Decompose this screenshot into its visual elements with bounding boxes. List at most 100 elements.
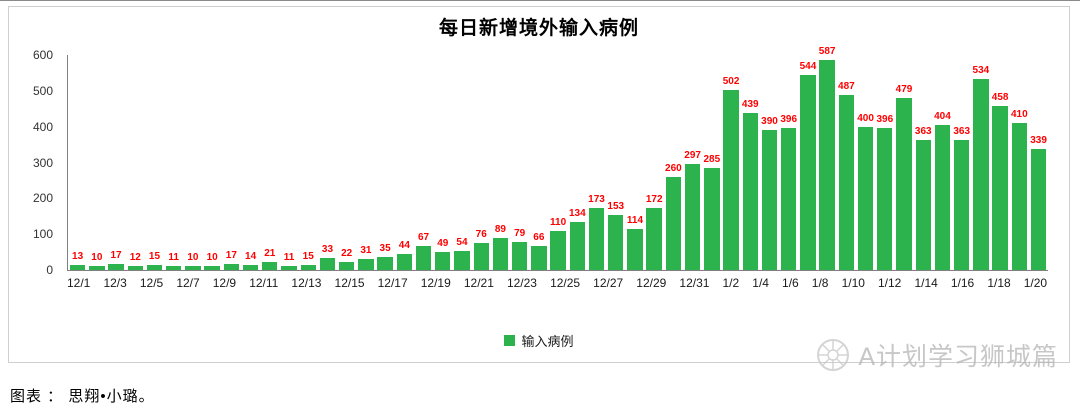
legend-label: 输入病例 (521, 334, 574, 349)
bar-slot: 297 (683, 55, 702, 270)
x-axis-label: 1/2 (722, 276, 740, 290)
x-axis-label (127, 277, 140, 289)
bar-slot: 22 (337, 55, 356, 270)
bar (531, 246, 547, 270)
bar-slot: 44 (395, 55, 414, 270)
bar (300, 265, 316, 270)
bar (511, 242, 528, 270)
bar (185, 266, 201, 270)
bar-value-label: 502 (722, 76, 740, 87)
x-axis-label (494, 277, 507, 289)
bar-value-label: 89 (494, 224, 506, 235)
bar (166, 266, 182, 270)
bar (435, 252, 451, 270)
y-axis-tick-label: 600 (32, 48, 53, 62)
x-axis-label (236, 277, 249, 289)
bar (704, 168, 720, 270)
chart-title: 每日新增境外输入病例 (438, 18, 639, 39)
bar-slot: 134 (568, 55, 587, 270)
bar-value-label: 396 (876, 114, 894, 125)
bar-slot: 153 (606, 55, 625, 270)
bar-slot: 10 (87, 55, 106, 270)
chart-credit: 图表 ： 思翔•小璐。 (10, 388, 155, 405)
x-axis-label: 1/8 (811, 276, 829, 290)
x-axis-label: 12/11 (249, 276, 279, 290)
bar (742, 113, 758, 270)
x-axis-label: 1/6 (782, 276, 799, 290)
bar-value-label: 439 (741, 99, 759, 110)
bar (569, 222, 585, 270)
bar (146, 265, 163, 270)
bar (204, 266, 220, 270)
bar (281, 266, 297, 270)
bar-value-label: 14 (245, 251, 257, 262)
bar-value-label: 17 (225, 250, 237, 261)
x-axis-label: 1/14 (914, 276, 938, 290)
x-axis-label (163, 277, 176, 289)
x-axis-label: 1/16 (950, 276, 975, 290)
y-axis-tick-label: 500 (32, 83, 53, 98)
bar-slot: 89 (491, 55, 510, 270)
bar-value-label: 54 (456, 237, 468, 248)
bar (69, 265, 86, 270)
x-axis-label: 1/20 (1023, 276, 1048, 290)
x-axis-label: 12/29 (636, 276, 667, 290)
bar-value-label: 404 (934, 111, 951, 122)
chart-legend: 输入病例 (9, 331, 1069, 350)
bar-value-label: 172 (645, 194, 663, 205)
bar (223, 264, 240, 270)
bar-slot: 66 (529, 55, 548, 270)
x-axis-label: 12/9 (212, 276, 237, 290)
bar (1011, 123, 1028, 270)
bar-slot: 35 (376, 55, 395, 270)
bar (588, 208, 605, 270)
bar-slot: 114 (625, 55, 644, 270)
x-axis-label (451, 277, 464, 289)
y-axis-tick-label: 300 (32, 155, 53, 170)
bar-value-label: 17 (110, 250, 122, 261)
x-axis-label: 12/21 (463, 276, 494, 290)
watermark-text: A计划学习狮城篇 (858, 343, 1058, 371)
bar-slot: 10 (203, 55, 222, 270)
bar-value-label: 390 (761, 116, 778, 127)
bar-value-label: 339 (1030, 135, 1047, 146)
bar-value-label: 134 (568, 208, 586, 219)
bar (608, 215, 624, 270)
bar (338, 262, 355, 270)
bar (953, 140, 970, 270)
watermark-wheel-icon (817, 339, 850, 371)
bar-slot: 458 (991, 55, 1010, 270)
bar (665, 177, 682, 270)
bar-value-label: 22 (341, 248, 353, 259)
x-axis-label: 12/31 (679, 276, 710, 290)
x-axis-label (938, 277, 951, 289)
bar-slot: 363 (914, 55, 933, 270)
bar-value-label: 44 (398, 240, 410, 251)
bar-value-label: 400 (857, 113, 874, 124)
bar-value-label: 479 (895, 84, 913, 95)
bar-slot: 110 (548, 55, 567, 270)
x-axis-label: 12/3 (103, 276, 127, 290)
bar-slot: 479 (894, 55, 913, 270)
bar-slot: 396 (875, 55, 894, 270)
x-axis-label (365, 277, 378, 289)
bar-value-label: 363 (914, 126, 932, 137)
x-axis-label (709, 277, 722, 289)
bar (358, 259, 374, 270)
x-axis-label (865, 277, 878, 289)
bar-slot: 33 (318, 55, 337, 270)
bar-value-label: 114 (626, 215, 644, 226)
bar-value-label: 12 (129, 252, 141, 263)
bar (819, 60, 835, 270)
bar-value-label: 110 (550, 217, 567, 228)
bar-value-label: 587 (818, 46, 836, 57)
x-axis-label: 12/1 (67, 276, 91, 290)
bar-slot: 404 (933, 55, 952, 270)
bar (800, 75, 816, 270)
bar (262, 262, 278, 270)
x-axis-label (1011, 277, 1024, 289)
bar (627, 229, 643, 270)
x-axis-label (901, 277, 914, 289)
bar-slot: 67 (414, 55, 433, 270)
bar (492, 238, 509, 270)
